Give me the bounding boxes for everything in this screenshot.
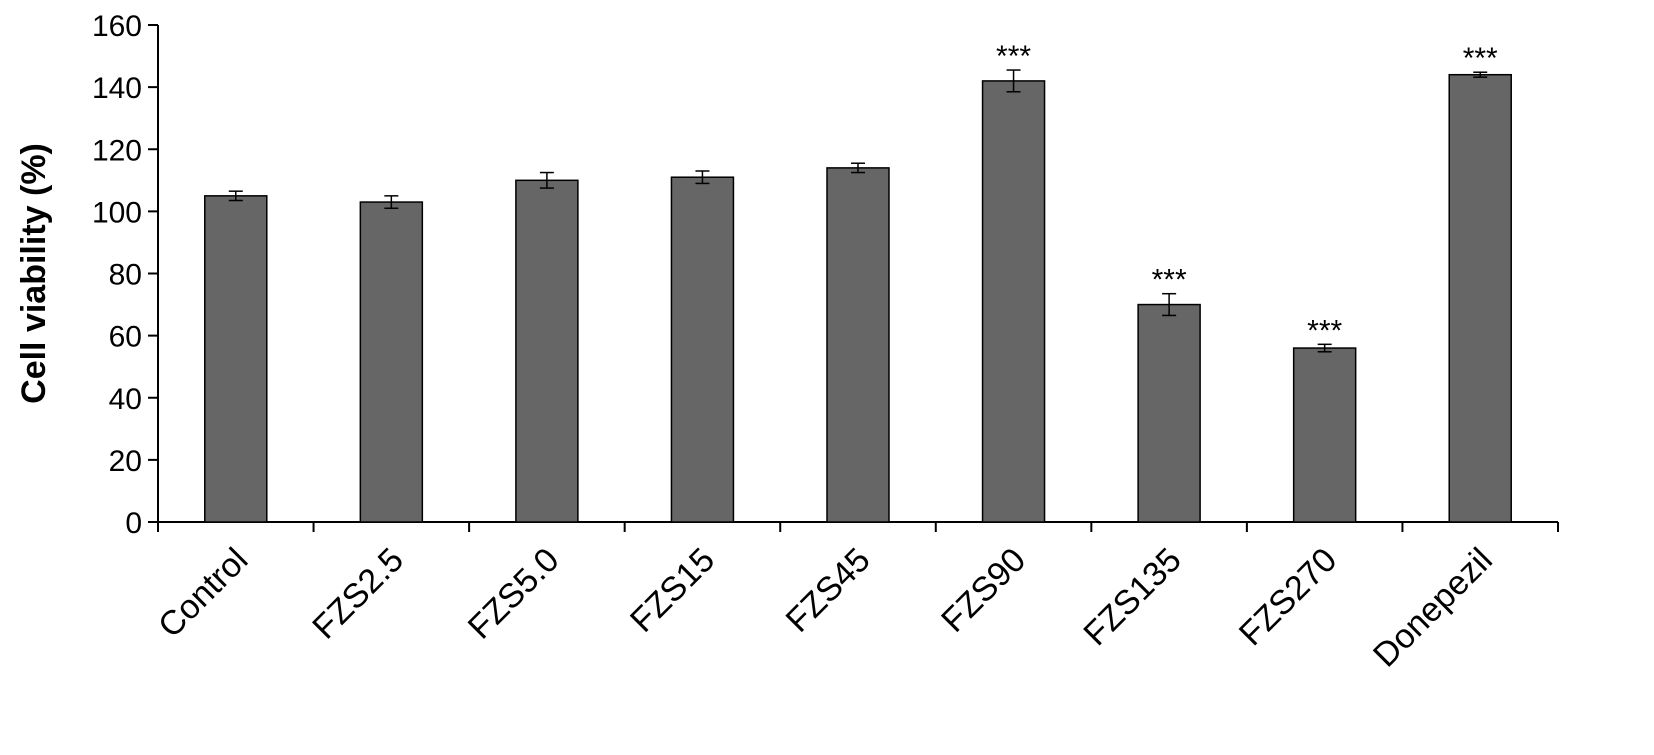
significance-label: *** bbox=[1463, 42, 1498, 75]
y-tick-label: 80 bbox=[109, 259, 142, 292]
significance-label: *** bbox=[1152, 264, 1187, 297]
y-tick-label: 40 bbox=[109, 383, 142, 416]
x-category-label: FZS5.0 bbox=[461, 541, 567, 647]
bar-fzs5-0 bbox=[515, 179, 579, 523]
bar-fzs90 bbox=[981, 80, 1046, 523]
y-tick-label: 100 bbox=[92, 196, 142, 229]
y-axis-title: Cell viability (%) bbox=[15, 143, 53, 404]
y-tick-label: 160 bbox=[92, 10, 142, 43]
x-category-label: FZS2.5 bbox=[305, 541, 411, 647]
bar-fzs45 bbox=[826, 167, 890, 523]
significance-label: *** bbox=[1307, 314, 1342, 347]
y-tick-label: 20 bbox=[109, 445, 142, 478]
y-tick-label: 60 bbox=[109, 321, 142, 354]
bar-fzs15 bbox=[670, 176, 735, 523]
bar-donepezil bbox=[1448, 73, 1512, 523]
bar-fzs2-5 bbox=[359, 201, 424, 523]
bar-fzs135 bbox=[1137, 303, 1201, 523]
bar-fzs270 bbox=[1292, 347, 1357, 523]
y-tick-label: 0 bbox=[125, 507, 142, 540]
x-category-label: FZS45 bbox=[779, 541, 878, 640]
x-category-label: FZS90 bbox=[934, 541, 1033, 640]
significance-label: *** bbox=[996, 40, 1031, 73]
x-category-label: FZS135 bbox=[1076, 541, 1188, 653]
bar-control bbox=[204, 195, 268, 523]
x-category-label: Donepezil bbox=[1366, 541, 1500, 675]
y-tick-label: 120 bbox=[92, 134, 142, 167]
x-category-label: FZS15 bbox=[623, 541, 722, 640]
x-category-label: FZS270 bbox=[1232, 541, 1344, 653]
y-tick-label: 140 bbox=[92, 72, 142, 105]
x-category-label: Control bbox=[151, 541, 255, 645]
